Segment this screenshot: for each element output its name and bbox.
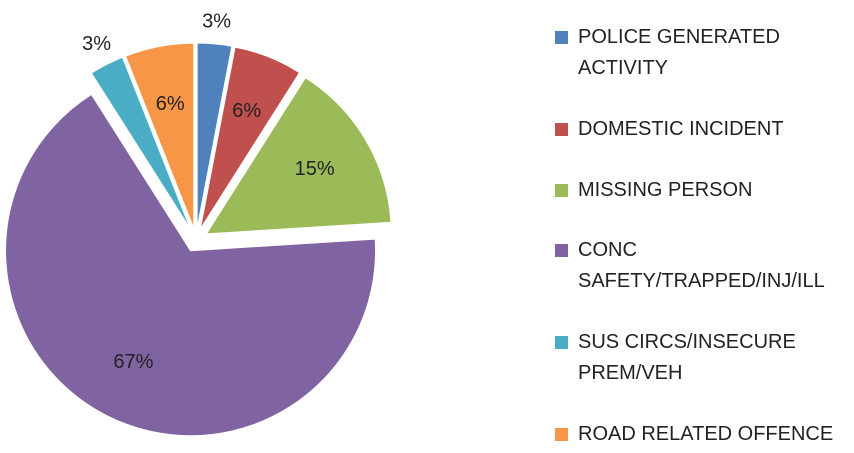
pie-slice bbox=[124, 42, 195, 229]
legend-label: POLICE GENERATED ACTIVITY bbox=[578, 26, 780, 79]
legend-swatch bbox=[555, 122, 568, 136]
legend-swatch bbox=[555, 183, 568, 197]
legend-item: CONC SAFETY/TRAPPED/INJ/ILL bbox=[555, 235, 845, 297]
legend-swatch bbox=[555, 336, 568, 350]
legend-item: SUS CIRCS/INSECURE PREM/VEH bbox=[555, 327, 845, 389]
pie-slice bbox=[5, 93, 377, 437]
data-label: 67% bbox=[113, 351, 153, 373]
data-label: 3% bbox=[202, 10, 231, 32]
legend-swatch bbox=[555, 427, 568, 441]
pie-slice bbox=[199, 46, 301, 230]
legend: POLICE GENERATED ACTIVITY DOMESTIC INCIDE… bbox=[555, 22, 845, 450]
legend-label: ROAD RELATED OFFENCE bbox=[578, 422, 834, 445]
legend-item: DOMESTIC INCIDENT bbox=[555, 114, 845, 145]
legend-swatch bbox=[555, 31, 568, 44]
pie-slice bbox=[196, 42, 233, 229]
legend-label: MISSING PERSON bbox=[578, 178, 753, 201]
pie-slice bbox=[90, 56, 192, 230]
legend-swatch bbox=[555, 244, 568, 258]
legend-label: DOMESTIC INCIDENT bbox=[578, 117, 784, 140]
data-label: 6% bbox=[156, 93, 185, 115]
data-label: 3% bbox=[82, 33, 111, 55]
legend-label: CONC SAFETY/TRAPPED/INJ/ILL bbox=[578, 239, 825, 293]
data-label: 6% bbox=[232, 100, 261, 122]
legend-item: POLICE GENERATED ACTIVITY bbox=[555, 22, 845, 84]
legend-item: ROAD RELATED OFFENCE bbox=[555, 419, 845, 450]
pie-chart: 3% 6% 15% 67% 3% 6% bbox=[5, 10, 392, 437]
data-label: 15% bbox=[295, 158, 335, 180]
legend-item: MISSING PERSON bbox=[555, 175, 845, 206]
legend-label: SUS CIRCS/INSECURE PREM/VEH bbox=[578, 331, 796, 385]
pie-slice bbox=[205, 77, 392, 235]
